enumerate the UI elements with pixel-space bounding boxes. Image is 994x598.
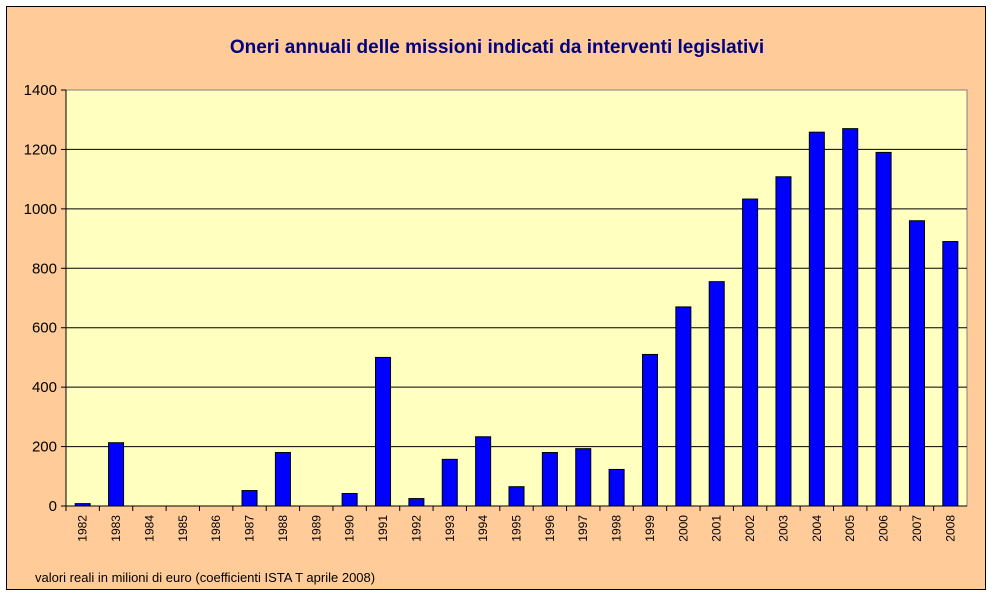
y-tick-label: 200 <box>32 439 57 456</box>
bar-1997 <box>575 448 592 507</box>
bar-2003 <box>775 176 792 507</box>
y-tick-label: 600 <box>32 320 57 337</box>
bar-2006 <box>875 151 892 507</box>
x-tick-label-1998: 1998 <box>610 515 624 542</box>
bar-1988 <box>274 452 291 507</box>
y-tick-label: 1400 <box>24 82 57 99</box>
x-tick-label-2006: 2006 <box>877 515 891 542</box>
x-tick-label-1991: 1991 <box>376 515 390 542</box>
bar-1994 <box>475 436 492 507</box>
x-tick-label-1989: 1989 <box>309 515 323 542</box>
y-tick-label: 400 <box>32 379 57 396</box>
bar-2007 <box>908 220 925 507</box>
x-tick-label-1995: 1995 <box>510 515 524 542</box>
x-tick-label-1992: 1992 <box>409 515 423 542</box>
x-tick-label-2001: 2001 <box>710 515 724 542</box>
x-axis-ticks: 1982 1983 1984 1985 1986 1987 1988 1989 1990 1991… <box>65 506 957 542</box>
x-tick-label-1986: 1986 <box>209 515 223 542</box>
bar-1992 <box>408 498 425 507</box>
x-tick-label-1984: 1984 <box>142 515 156 542</box>
plot-area <box>65 89 968 507</box>
bar-1999 <box>641 353 658 507</box>
x-tick-label-1985: 1985 <box>176 515 190 542</box>
bar-1993 <box>441 458 458 507</box>
bar-1983 <box>108 442 125 507</box>
x-tick-label-2008: 2008 <box>943 515 957 542</box>
y-tick-label: 1000 <box>24 201 57 218</box>
x-tick-label-1990: 1990 <box>343 515 357 542</box>
bar-2000 <box>675 306 692 507</box>
x-tick-label-2000: 2000 <box>676 515 690 542</box>
y-tick-label: 0 <box>49 498 57 515</box>
bar-1991 <box>375 356 392 507</box>
bar-1996 <box>541 452 558 507</box>
y-tick-label: 800 <box>32 260 57 277</box>
x-tick-label-1994: 1994 <box>476 515 490 542</box>
bar-2004 <box>808 131 825 507</box>
x-tick-label-2007: 2007 <box>910 515 924 542</box>
x-tick-label-1983: 1983 <box>109 515 123 542</box>
bar-1998 <box>608 468 625 507</box>
x-tick-label-1982: 1982 <box>76 515 90 542</box>
x-tick-label-2005: 2005 <box>843 515 857 542</box>
x-tick-label-1987: 1987 <box>243 515 257 542</box>
x-tick-label-2004: 2004 <box>810 515 824 542</box>
bar-1990 <box>341 493 358 507</box>
bar-1995 <box>508 486 525 507</box>
bar-2001 <box>708 281 725 507</box>
bar-1987 <box>241 490 258 507</box>
chart-frame: Oneri annuali delle missioni indicati da… <box>6 6 986 590</box>
bars <box>74 128 959 507</box>
bar-2008 <box>942 241 959 507</box>
bar-2005 <box>842 128 859 507</box>
x-tick-label-1988: 1988 <box>276 515 290 542</box>
chart-title: Oneri annuali delle missioni indicati da… <box>230 37 764 58</box>
y-axis-ticks: 0 200 400 600 800 1000 1200 1400 <box>24 82 66 515</box>
x-tick-label-2002: 2002 <box>743 515 757 542</box>
x-tick-label-1997: 1997 <box>576 515 590 542</box>
y-tick-label: 1200 <box>24 141 57 158</box>
bar-2002 <box>742 198 759 507</box>
chart-footnote: valori reali in milioni di euro (coeffic… <box>35 570 375 585</box>
x-tick-label-1999: 1999 <box>643 515 657 542</box>
bar-chart: Oneri annuali delle missioni indicati da… <box>24 37 968 585</box>
x-tick-label-1996: 1996 <box>543 515 557 542</box>
x-tick-label-2003: 2003 <box>776 515 790 542</box>
x-tick-label-1993: 1993 <box>443 515 457 542</box>
